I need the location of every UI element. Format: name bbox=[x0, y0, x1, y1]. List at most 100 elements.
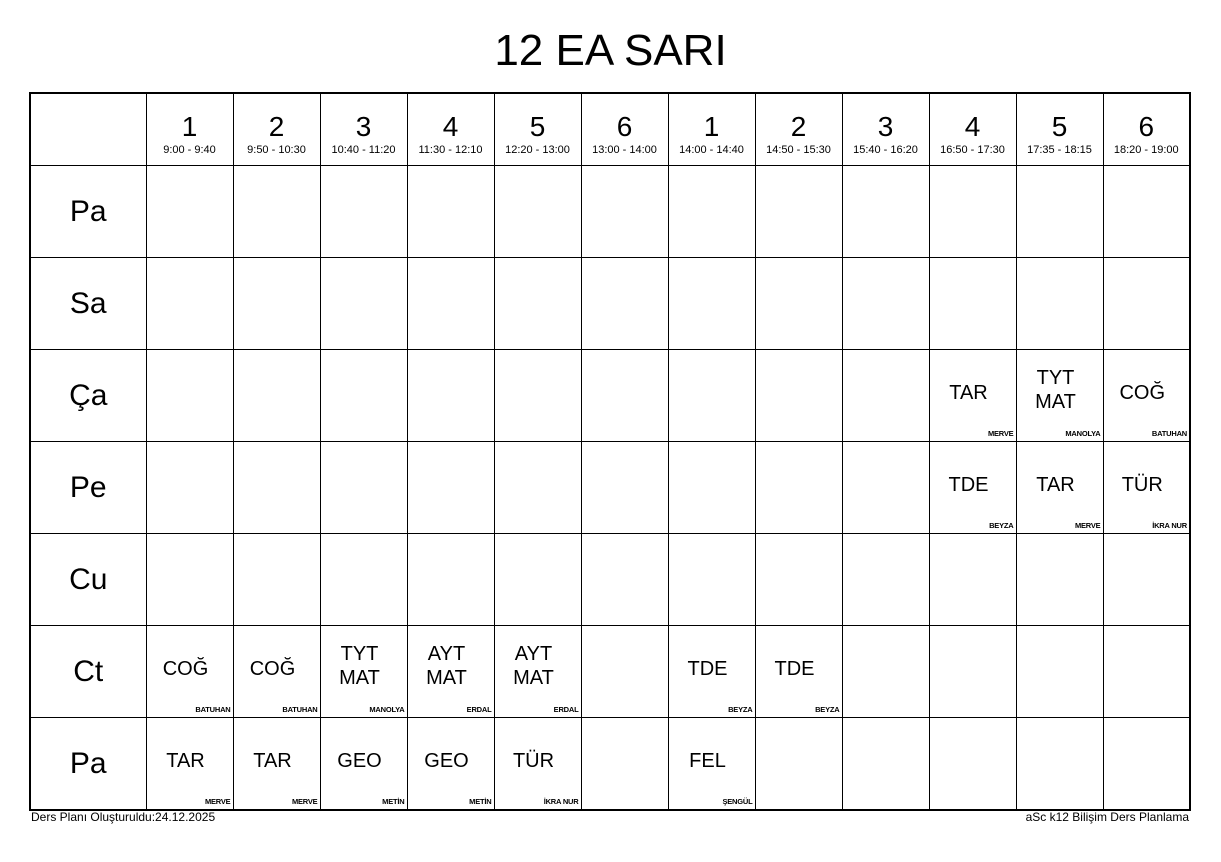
lesson-cell[interactable]: AYT MAT ERDAL bbox=[493, 625, 582, 718]
teacher-label: MANOLYA bbox=[369, 705, 405, 714]
empty-cell[interactable] bbox=[928, 533, 1017, 626]
lesson-cell[interactable]: TDE BEYZA bbox=[667, 625, 756, 718]
empty-cell[interactable] bbox=[232, 441, 321, 534]
empty-cell[interactable] bbox=[754, 441, 843, 534]
empty-cell[interactable] bbox=[319, 257, 408, 350]
empty-cell[interactable] bbox=[928, 625, 1017, 718]
empty-cell[interactable] bbox=[232, 165, 321, 258]
empty-cell[interactable] bbox=[145, 257, 234, 350]
teacher-label: METİN bbox=[469, 797, 492, 806]
teacher-label: MERVE bbox=[987, 429, 1014, 438]
empty-cell[interactable] bbox=[493, 349, 582, 442]
empty-cell[interactable] bbox=[319, 349, 408, 442]
lesson-cell[interactable]: TAR MERVE bbox=[1015, 441, 1104, 534]
period-number: 2 bbox=[790, 111, 807, 142]
empty-cell[interactable] bbox=[1015, 257, 1104, 350]
subject-label: COĞ bbox=[1119, 381, 1166, 404]
lesson-cell[interactable]: TAR MERVE bbox=[145, 717, 234, 811]
empty-cell[interactable] bbox=[667, 441, 756, 534]
empty-cell[interactable] bbox=[493, 257, 582, 350]
empty-cell[interactable] bbox=[667, 165, 756, 258]
empty-cell[interactable] bbox=[580, 257, 669, 350]
empty-cell[interactable] bbox=[667, 349, 756, 442]
lesson-cell[interactable]: TAR MERVE bbox=[232, 717, 321, 811]
empty-cell[interactable] bbox=[1102, 717, 1191, 811]
empty-cell[interactable] bbox=[667, 257, 756, 350]
day-label: Ct bbox=[29, 625, 147, 718]
empty-cell[interactable] bbox=[145, 165, 234, 258]
lesson-cell[interactable]: GEO METİN bbox=[406, 717, 495, 811]
empty-cell[interactable] bbox=[1102, 625, 1191, 718]
empty-cell[interactable] bbox=[580, 625, 669, 718]
day-label: Pa bbox=[29, 165, 147, 258]
period-header: 2 9:50 - 10:30 bbox=[232, 92, 321, 166]
lesson-cell[interactable]: FEL ŞENGÜL bbox=[667, 717, 756, 811]
empty-cell[interactable] bbox=[406, 533, 495, 626]
lesson-cell[interactable]: TDE BEYZA bbox=[928, 441, 1017, 534]
empty-cell[interactable] bbox=[1102, 533, 1191, 626]
empty-cell[interactable] bbox=[406, 349, 495, 442]
empty-cell[interactable] bbox=[841, 165, 930, 258]
lesson-cell[interactable]: TYT MAT MANOLYA bbox=[1015, 349, 1104, 442]
empty-cell[interactable] bbox=[754, 533, 843, 626]
subject-label: TAR bbox=[253, 749, 292, 772]
empty-cell[interactable] bbox=[406, 165, 495, 258]
empty-cell[interactable] bbox=[580, 349, 669, 442]
empty-cell[interactable] bbox=[841, 349, 930, 442]
period-time: 12:20 - 13:00 bbox=[505, 144, 570, 156]
empty-cell[interactable] bbox=[319, 441, 408, 534]
empty-cell[interactable] bbox=[493, 441, 582, 534]
empty-cell[interactable] bbox=[493, 165, 582, 258]
lesson-cell[interactable]: COĞ BATUHAN bbox=[1102, 349, 1191, 442]
lesson-cell[interactable]: GEO METİN bbox=[319, 717, 408, 811]
empty-cell[interactable] bbox=[1015, 717, 1104, 811]
empty-cell[interactable] bbox=[841, 441, 930, 534]
empty-cell[interactable] bbox=[319, 533, 408, 626]
empty-cell[interactable] bbox=[1015, 533, 1104, 626]
empty-cell[interactable] bbox=[232, 349, 321, 442]
empty-cell[interactable] bbox=[232, 533, 321, 626]
lesson-cell[interactable]: COĞ BATUHAN bbox=[145, 625, 234, 718]
empty-cell[interactable] bbox=[1102, 165, 1191, 258]
empty-cell[interactable] bbox=[145, 533, 234, 626]
empty-cell[interactable] bbox=[319, 165, 408, 258]
lesson-cell[interactable]: TYT MAT MANOLYA bbox=[319, 625, 408, 718]
empty-cell[interactable] bbox=[580, 717, 669, 811]
lesson-cell[interactable]: TÜR İKRA NUR bbox=[493, 717, 582, 811]
empty-cell[interactable] bbox=[493, 533, 582, 626]
empty-cell[interactable] bbox=[928, 165, 1017, 258]
empty-cell[interactable] bbox=[145, 441, 234, 534]
empty-cell[interactable] bbox=[928, 717, 1017, 811]
empty-cell[interactable] bbox=[580, 165, 669, 258]
empty-cell[interactable] bbox=[406, 441, 495, 534]
lesson-cell[interactable]: COĞ BATUHAN bbox=[232, 625, 321, 718]
empty-cell[interactable] bbox=[841, 717, 930, 811]
empty-cell[interactable] bbox=[754, 717, 843, 811]
empty-cell[interactable] bbox=[1102, 257, 1191, 350]
lesson-cell[interactable]: TDE BEYZA bbox=[754, 625, 843, 718]
empty-cell[interactable] bbox=[928, 257, 1017, 350]
subject-label: COĞ bbox=[162, 657, 209, 680]
empty-cell[interactable] bbox=[1015, 165, 1104, 258]
empty-cell[interactable] bbox=[841, 533, 930, 626]
empty-cell[interactable] bbox=[754, 349, 843, 442]
empty-cell[interactable] bbox=[841, 257, 930, 350]
lesson-cell[interactable]: TÜR İKRA NUR bbox=[1102, 441, 1191, 534]
teacher-label: MERVE bbox=[1074, 521, 1101, 530]
empty-cell[interactable] bbox=[754, 165, 843, 258]
empty-cell[interactable] bbox=[406, 257, 495, 350]
empty-cell[interactable] bbox=[580, 441, 669, 534]
period-time: 18:20 - 19:00 bbox=[1113, 144, 1179, 156]
empty-cell[interactable] bbox=[754, 257, 843, 350]
lesson-cell[interactable]: AYT MAT ERDAL bbox=[406, 625, 495, 718]
period-number: 6 bbox=[1138, 111, 1155, 142]
empty-cell[interactable] bbox=[580, 533, 669, 626]
teacher-label: BATUHAN bbox=[195, 705, 231, 714]
empty-cell[interactable] bbox=[145, 349, 234, 442]
period-header: 2 14:50 - 15:30 bbox=[754, 92, 843, 166]
empty-cell[interactable] bbox=[841, 625, 930, 718]
empty-cell[interactable] bbox=[1015, 625, 1104, 718]
lesson-cell[interactable]: TAR MERVE bbox=[928, 349, 1017, 442]
empty-cell[interactable] bbox=[232, 257, 321, 350]
empty-cell[interactable] bbox=[667, 533, 756, 626]
